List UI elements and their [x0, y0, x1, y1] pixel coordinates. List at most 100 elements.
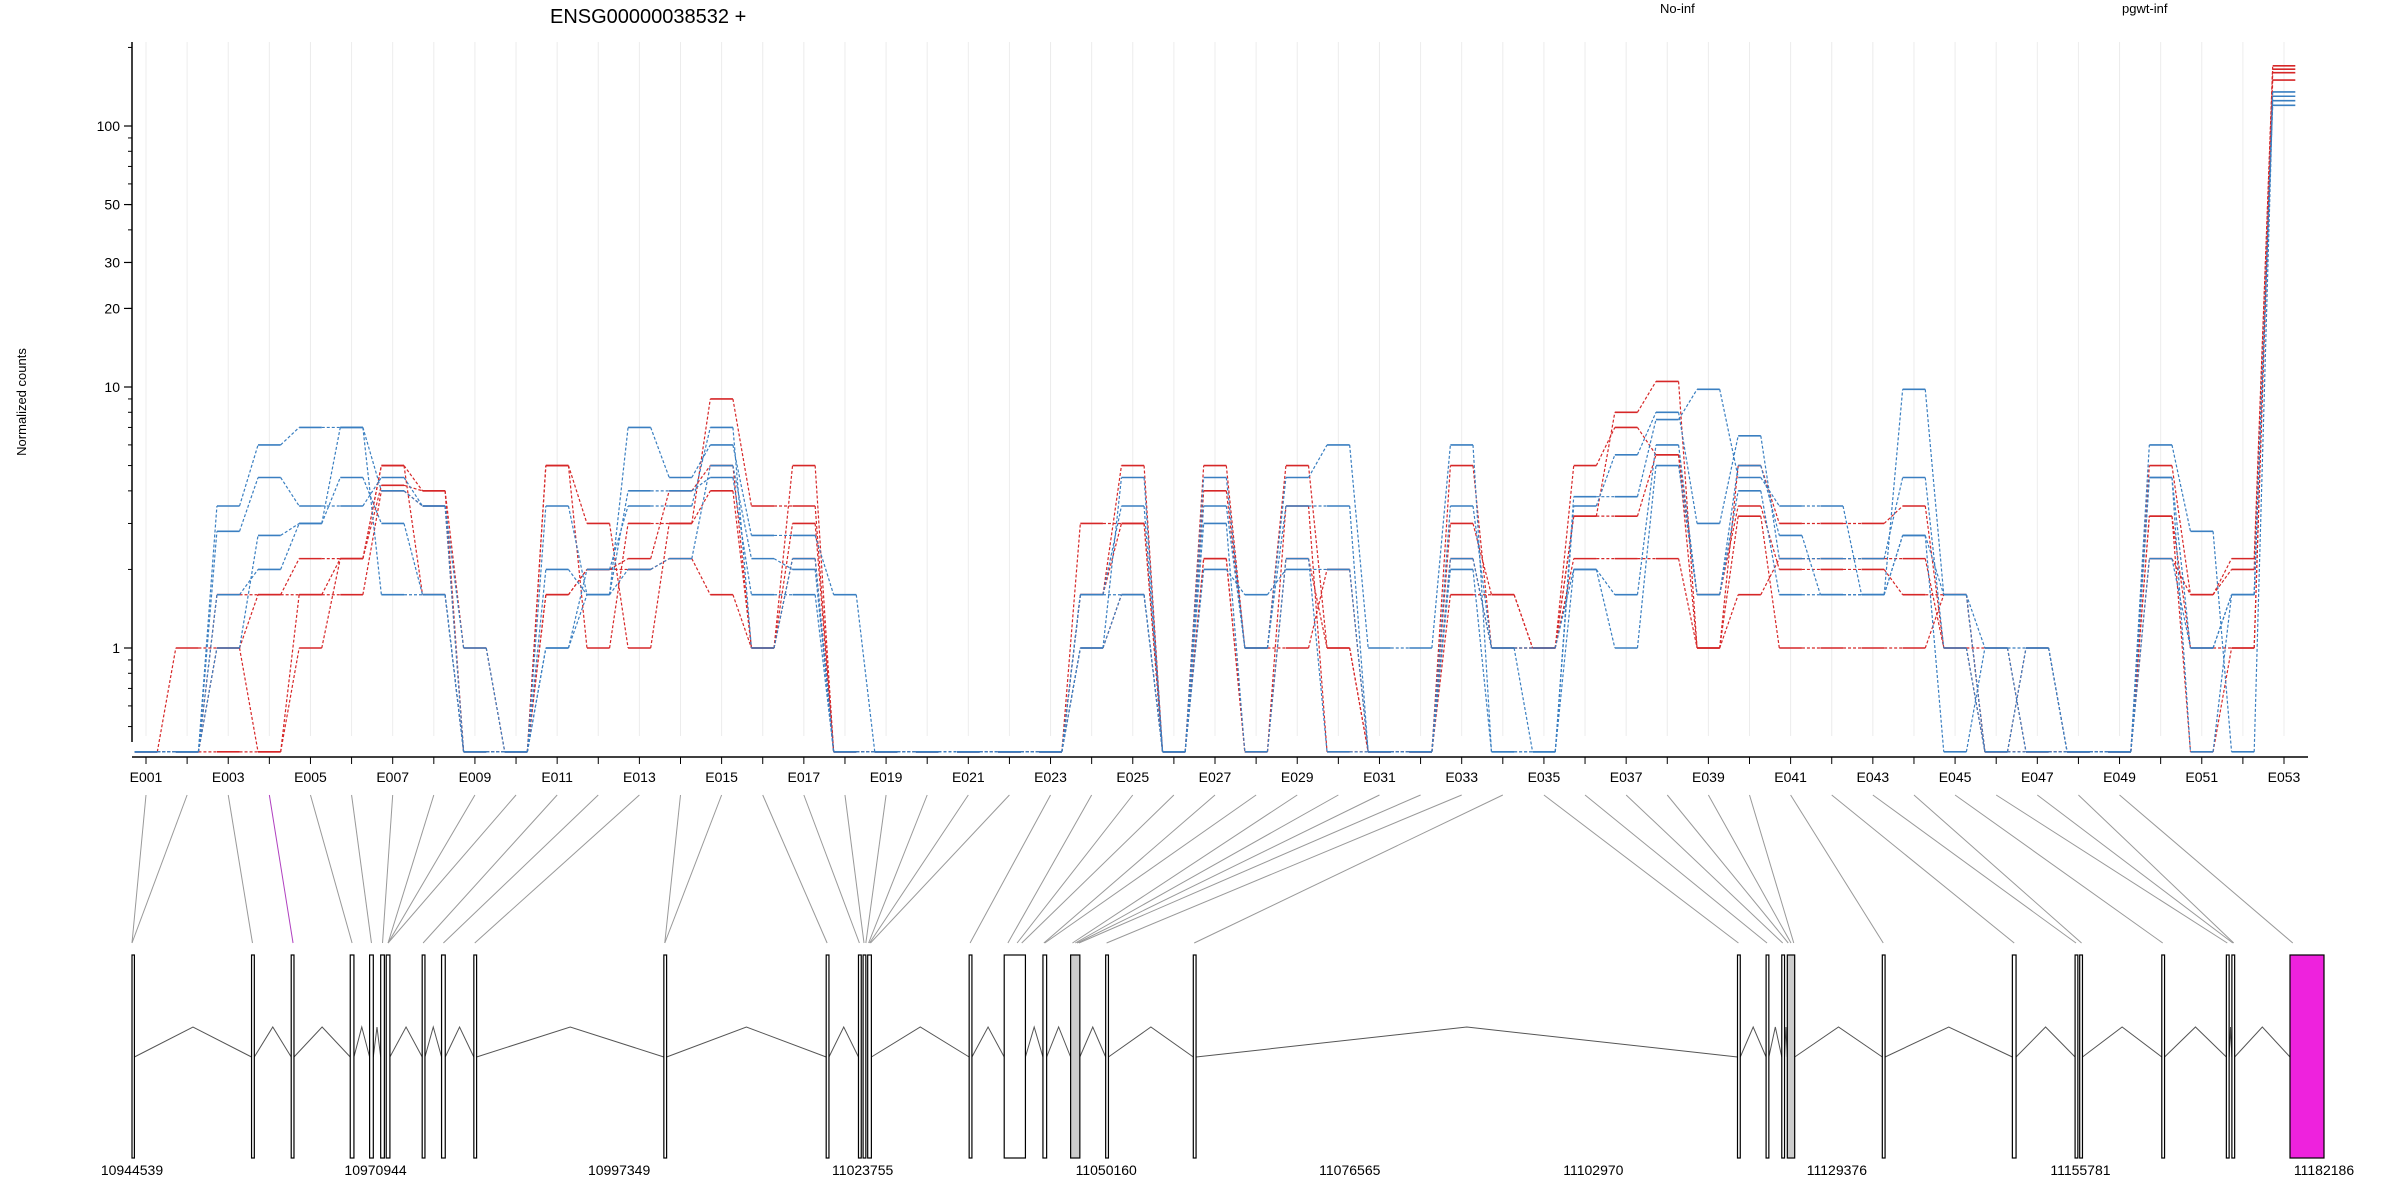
exon-connector — [868, 794, 928, 944]
exon-connector — [1074, 794, 1339, 944]
series-transition — [1924, 477, 1945, 649]
series-transition — [1554, 569, 1575, 649]
series-transition — [197, 647, 218, 752]
series-transition — [321, 558, 341, 595]
genome-tick-label: 11050160 — [1076, 1162, 1137, 1178]
exon-tick-label: E043 — [1856, 769, 1889, 785]
series-transition — [691, 465, 711, 492]
series-transition — [2212, 531, 2233, 752]
series-transition — [280, 523, 300, 570]
series-transition — [197, 594, 218, 752]
exon-block — [2074, 954, 2079, 1159]
y-tick-label: 20 — [104, 300, 120, 316]
series-transition — [1678, 388, 1698, 420]
series-transition — [1102, 505, 1123, 595]
exon-connector — [1106, 794, 1462, 944]
series-line — [134, 104, 2296, 753]
exon-connector — [1913, 794, 2082, 944]
exon-connector — [268, 794, 294, 944]
series-transition — [1061, 523, 1081, 752]
series-transition — [567, 465, 588, 524]
series-transition — [2130, 465, 2150, 752]
exon-block — [2225, 954, 2230, 1159]
legend-pgwt-inf: pgwt-inf — [2122, 1, 2168, 16]
series-transition — [238, 535, 259, 649]
series-transition — [650, 523, 670, 649]
series-transition — [1143, 477, 1164, 752]
series-transition — [608, 505, 629, 570]
series-transition — [567, 569, 588, 596]
genome-tick-label: 11155781 — [2050, 1162, 2110, 1178]
series-transition — [1924, 594, 1945, 649]
series-transition — [567, 594, 588, 649]
genome-tick-label: 11182186 — [2294, 1162, 2354, 1178]
exon-tick-label: E011 — [541, 769, 573, 785]
series-transition — [691, 558, 711, 595]
series-transition — [1472, 505, 1493, 649]
series-transition — [238, 594, 259, 649]
exon-tick-label: E025 — [1116, 769, 1149, 785]
y-tick-label: 50 — [104, 197, 120, 213]
series-transition — [1184, 465, 1205, 752]
intron-line — [2234, 1026, 2291, 1058]
exon-block — [968, 954, 973, 1159]
series-transition — [280, 426, 300, 446]
series-transition — [403, 490, 423, 507]
series-transition — [2253, 96, 2274, 752]
series-transition — [2171, 465, 2192, 595]
series-transition — [1513, 594, 1534, 649]
intron-line — [1046, 1025, 1072, 1058]
exon-block — [1736, 954, 1741, 1159]
intron-line — [666, 1026, 827, 1058]
series-transition — [1595, 569, 1616, 649]
series-transition — [1431, 594, 1451, 752]
exon-connector — [1749, 794, 1795, 944]
exon-block — [349, 954, 355, 1159]
series-transition — [1061, 594, 1081, 752]
series-transition — [1636, 381, 1657, 413]
series-transition — [2171, 477, 2192, 649]
series-transition — [1965, 594, 1986, 649]
series-transition — [608, 427, 629, 595]
series-transition — [1677, 454, 1698, 649]
series-transition — [1143, 594, 1164, 752]
series-transition — [2253, 69, 2274, 559]
intron-line — [971, 1025, 1005, 1058]
exon-connector — [1666, 794, 1789, 944]
exon-block — [1192, 954, 1197, 1159]
series-transition — [814, 569, 835, 752]
series-transition — [362, 427, 382, 492]
series-transition — [609, 558, 629, 570]
series-transition — [1184, 569, 1205, 752]
series-transition — [1307, 558, 1328, 752]
exon-block — [385, 954, 391, 1159]
series-transition — [1266, 569, 1287, 596]
series-transition — [691, 490, 711, 524]
genome-tick-label: 11076565 — [1319, 1162, 1380, 1178]
series-transition — [1266, 477, 1287, 649]
series-transition — [2130, 558, 2150, 752]
series-transition — [1883, 505, 1904, 524]
series-transition — [403, 477, 424, 507]
exon-block — [1003, 954, 1027, 1159]
series-transition — [1472, 523, 1493, 595]
series-transition — [403, 523, 424, 595]
series-transition — [1308, 444, 1328, 478]
exon-tick-label: E023 — [1034, 769, 1067, 785]
exon-block — [1881, 954, 1886, 1159]
genome-tick-label: 11129376 — [1807, 1162, 1867, 1178]
chart-title: ENSG00000038532 + — [550, 6, 746, 28]
series-transition — [2048, 647, 2068, 752]
series-transition — [1760, 477, 1780, 507]
exon-tick-label: E009 — [459, 769, 492, 785]
intron-line — [1794, 1026, 1883, 1058]
exon-connector — [382, 794, 394, 944]
exon-connector — [664, 794, 681, 944]
exon-block — [2011, 954, 2017, 1159]
exon-block — [440, 954, 446, 1159]
series-transition — [1472, 465, 1493, 649]
series-transition — [1719, 435, 1739, 524]
series-transition — [567, 569, 588, 649]
y-tick-label: 10 — [104, 379, 120, 395]
series-transition — [403, 465, 423, 492]
